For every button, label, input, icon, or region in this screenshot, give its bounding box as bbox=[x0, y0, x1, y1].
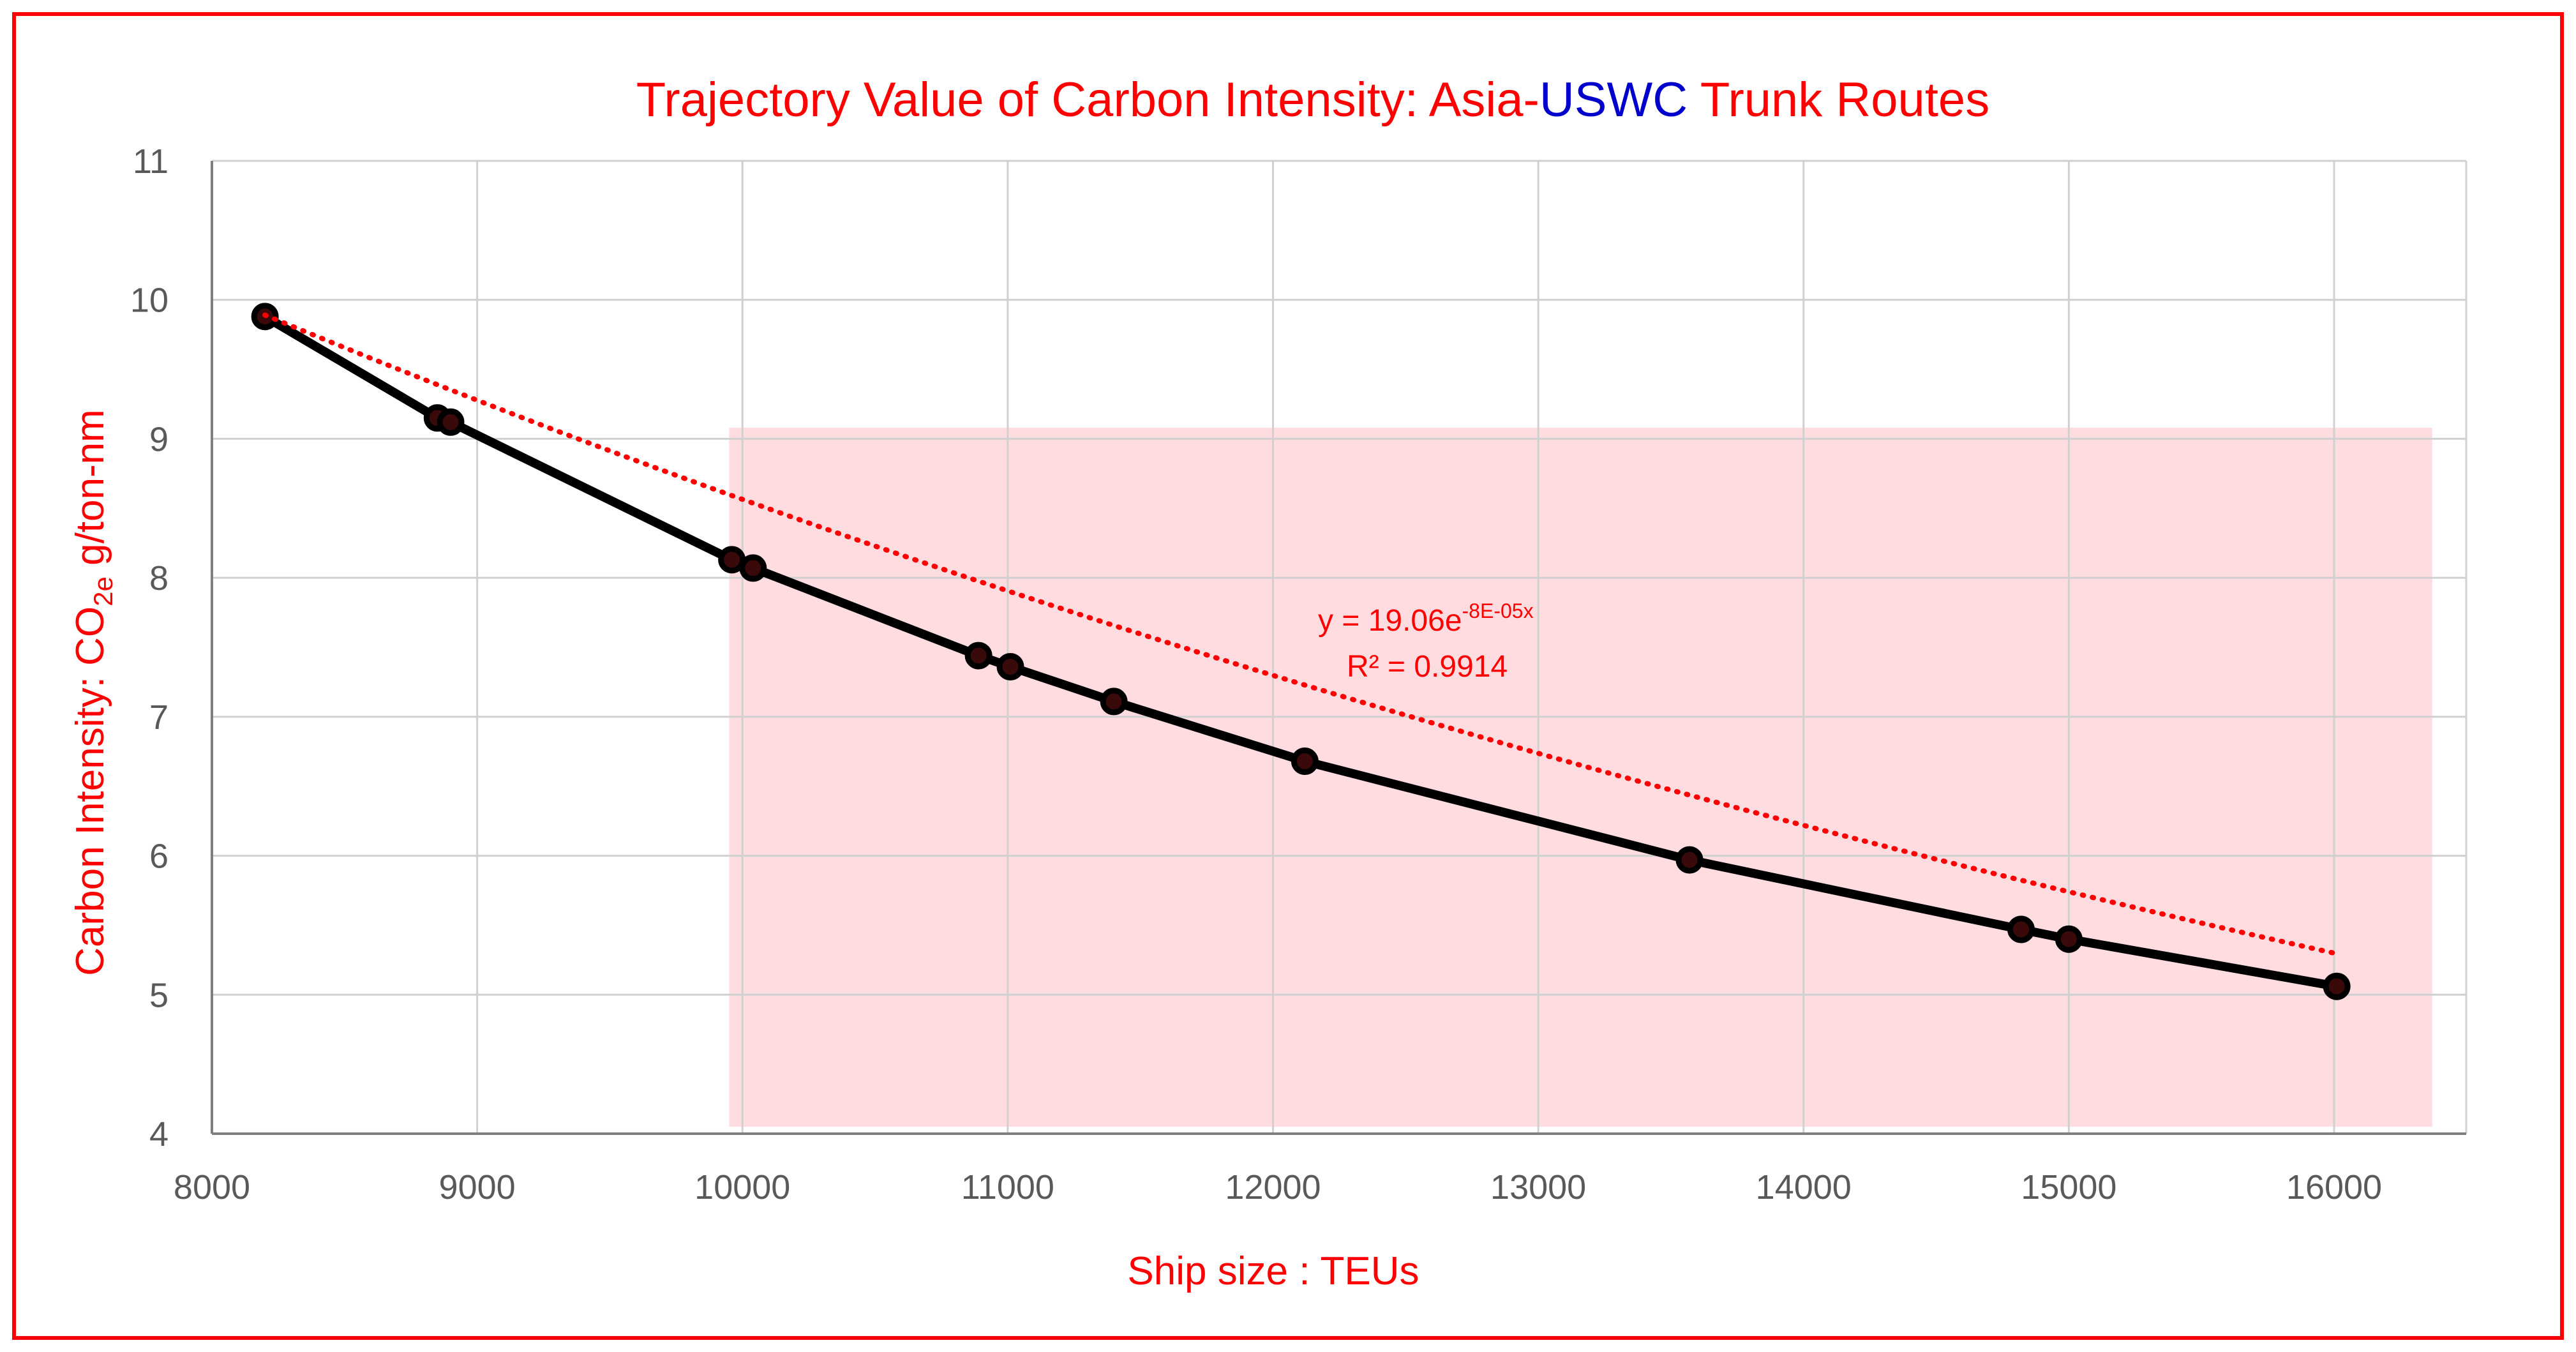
trendline bbox=[262, 312, 2337, 956]
highlight-region bbox=[729, 428, 2432, 1127]
data-series bbox=[251, 303, 2351, 1000]
y-tick-labels: 4 5 6 7 8 9 10 11 bbox=[130, 142, 168, 1153]
chart-title-part-1: Trajectory Value of Carbon Intensity: As… bbox=[636, 73, 1539, 127]
data-point-10 bbox=[2007, 915, 2035, 943]
trendline-path bbox=[262, 312, 2337, 956]
x-tick-9000: 9000 bbox=[439, 1168, 516, 1206]
y-tick-11: 11 bbox=[133, 142, 168, 181]
data-point-5 bbox=[964, 642, 992, 670]
data-point-12 bbox=[2323, 972, 2351, 1000]
y-axis-title-prefix: Carbon Intensity: CO bbox=[68, 606, 112, 976]
y-tick-9: 9 bbox=[149, 420, 168, 458]
trendline-equation: y = 19.06e-8E-05x bbox=[1318, 599, 1534, 638]
y-tick-8: 8 bbox=[149, 559, 168, 597]
data-point-7 bbox=[1100, 687, 1128, 716]
x-tick-8000: 8000 bbox=[174, 1168, 250, 1206]
x-tick-13000: 13000 bbox=[1490, 1168, 1586, 1206]
data-point-8 bbox=[1291, 747, 1319, 776]
axes bbox=[211, 161, 2466, 1135]
data-point-2 bbox=[437, 408, 465, 436]
data-point-6 bbox=[996, 652, 1024, 680]
trendline-equation-exponent: -8E-05x bbox=[1462, 599, 1534, 622]
x-tick-11000: 11000 bbox=[961, 1168, 1054, 1206]
trendline-equation-main: y = 19.06e bbox=[1318, 604, 1462, 638]
y-tick-4: 4 bbox=[149, 1115, 168, 1153]
y-axis-title-subscript: 2e bbox=[88, 576, 118, 606]
x-tick-16000: 16000 bbox=[2286, 1168, 2382, 1206]
chart-title-part-3: Trunk Routes bbox=[1688, 73, 1989, 127]
y-tick-10: 10 bbox=[130, 282, 168, 320]
x-tick-14000: 14000 bbox=[1756, 1168, 1852, 1206]
trendline-r-squared: R² = 0.9914 bbox=[1347, 650, 1508, 684]
x-axis-title: Ship size : TEUs bbox=[1127, 1249, 1419, 1293]
chart-title: Trajectory Value of Carbon Intensity: As… bbox=[636, 73, 1989, 127]
highlight-rect bbox=[729, 428, 2432, 1127]
y-tick-6: 6 bbox=[149, 837, 168, 876]
y-tick-7: 7 bbox=[149, 698, 168, 737]
data-point-11 bbox=[2055, 925, 2083, 953]
gridlines bbox=[212, 160, 2467, 1134]
data-point-9 bbox=[1675, 846, 1704, 874]
y-axis-title: Carbon Intensity: CO2e g/ton-nm bbox=[68, 409, 118, 976]
chart-title-part-2: USWC bbox=[1539, 73, 1688, 127]
data-point-4 bbox=[739, 554, 767, 582]
x-tick-12000: 12000 bbox=[1225, 1168, 1321, 1206]
x-tick-labels: 8000 9000 10000 11000 12000 13000 14000 15000 16… bbox=[174, 1168, 2382, 1206]
y-tick-5: 5 bbox=[149, 976, 168, 1014]
x-tick-15000: 15000 bbox=[2021, 1168, 2116, 1206]
x-tick-10000: 10000 bbox=[694, 1168, 790, 1206]
y-axis-title-suffix: g/ton-nm bbox=[68, 409, 112, 576]
